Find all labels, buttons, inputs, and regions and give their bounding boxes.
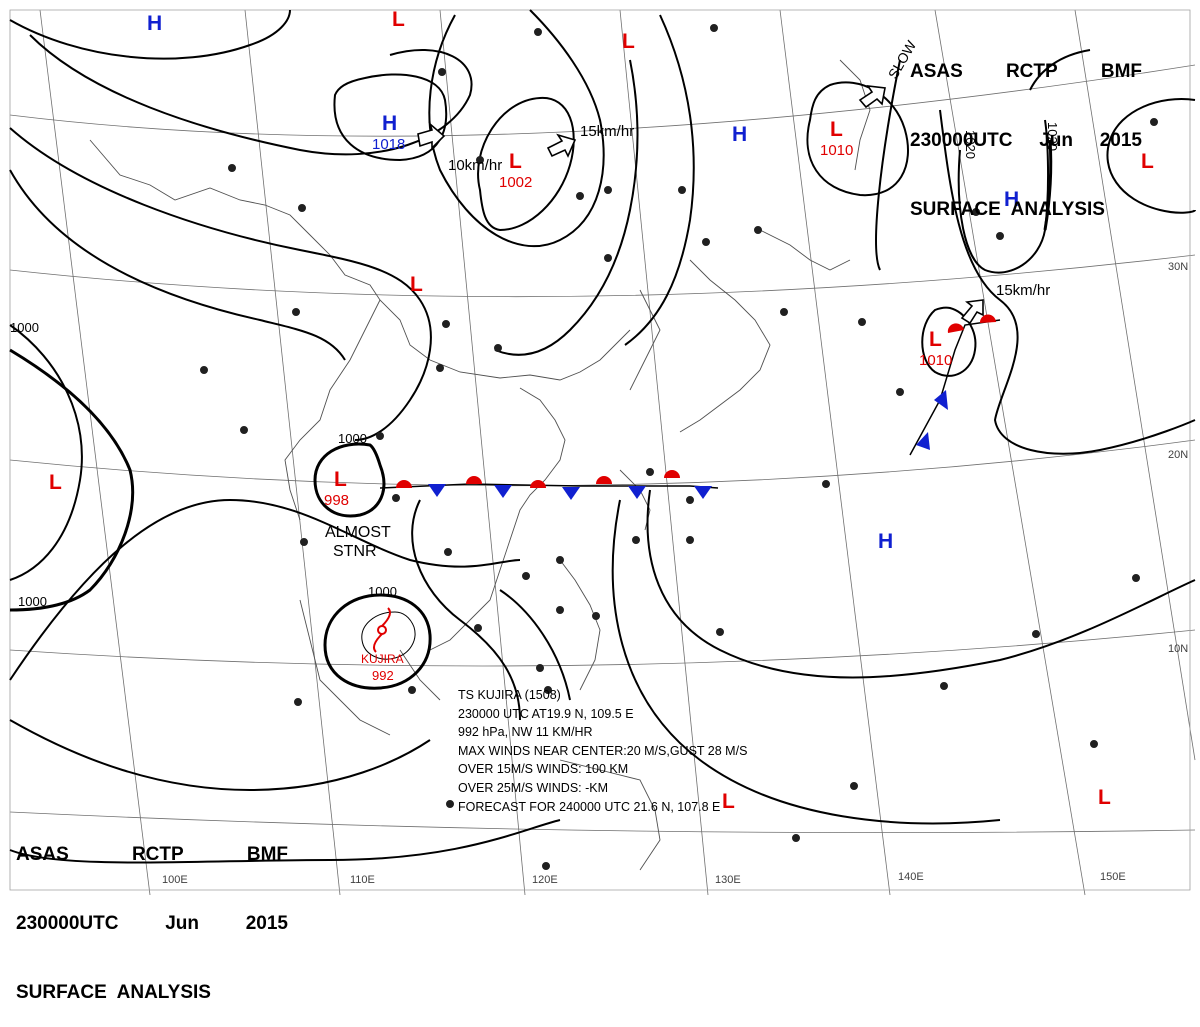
low-pressure-marker: L (334, 468, 347, 491)
tropical-storm-info: TS KUJIRA (1508) 230000 UTC AT19.9 N, 10… (458, 686, 747, 816)
header-line1-part: BMF (246, 844, 288, 865)
high-pressure-marker: H (732, 123, 747, 146)
isobar-value-labels: 1000 1000 1000 1000 1020 1020 (10, 122, 1060, 609)
ts-info-line: OVER 25M/S WINDS: -KM (458, 780, 609, 795)
longitude-label: 100E (162, 874, 188, 886)
warm-front-symbols (396, 314, 996, 488)
longitude-label: 150E (1100, 871, 1126, 883)
header-line2-part: 230000UTC (910, 130, 1013, 151)
low-pressure-marker: L (1098, 786, 1111, 809)
isobar-value-label: 1000 (18, 594, 47, 609)
motion-speed-label: 10km/hr (448, 157, 502, 174)
header-line3: SURFACE ANALYSIS (910, 199, 1105, 220)
header-line1-part: ASAS (910, 61, 963, 82)
longitude-labels: 100E 110E 120E 130E 140E 150E (162, 871, 1126, 886)
motion-speed-label: 15km/hr (580, 123, 634, 140)
typhoon-pressure: 992 (372, 668, 394, 683)
typhoon-symbol (373, 607, 391, 653)
chart-header-bottom-left: ASAS RCTP BMF 230000UTC Jun 2015 SURFACE… (16, 797, 288, 1027)
header-line3: SURFACE ANALYSIS (16, 982, 211, 1003)
almost-stationary-label: STNR (333, 543, 377, 560)
high-pressure-marker: H (147, 12, 162, 35)
almost-stationary-label: ALMOST (325, 524, 391, 541)
chart-header-top-right: ASAS RCTP BMF 230000UTC Jun 2015 SURFACE… (910, 14, 1142, 244)
ts-info-line: 992 hPa, NW 11 KM/HR (458, 725, 593, 740)
low-pressure-marker: L (929, 328, 942, 351)
ts-info-line: OVER 15M/S WINDS: 100 KM (458, 762, 629, 777)
center-pressure-value: 998 (324, 492, 349, 509)
header-line2-part: 2015 (1099, 130, 1142, 151)
center-pressure-value: 1002 (499, 174, 532, 191)
graticule (9, 9, 1196, 896)
high-pressure-marker: H (1004, 188, 1019, 211)
low-pressure-marker: L (392, 8, 405, 31)
station-plots (200, 24, 1158, 870)
low-pressure-marker: L (410, 273, 423, 296)
latitude-label: 20N (1168, 449, 1188, 461)
latitude-labels: 30N 20N 10N (1168, 261, 1188, 655)
isobar-value-label: 1000 (338, 431, 367, 446)
center-pressure-value: 1010 (919, 352, 952, 369)
header-line1-part: RCTP (131, 844, 184, 865)
ts-info-line: MAX WINDS NEAR CENTER:20 M/S,GUST 28 M/S (458, 743, 748, 758)
header-line2-part: 2015 (245, 913, 288, 934)
isobar-value-label: 1020 (1045, 122, 1060, 151)
low-pressure-marker: L (622, 30, 635, 53)
ts-info-line: TS KUJIRA (1508) (458, 688, 561, 702)
longitude-label: 130E (715, 874, 741, 886)
header-line2-part: 230000UTC (16, 913, 119, 934)
ts-info-line: FORECAST FOR 240000 UTC 21.6 N, 107.8 E (458, 799, 721, 814)
isobars (9, 9, 1196, 864)
low-pressure-marker: L (509, 150, 522, 173)
motion-speed-label: 15km/hr (996, 282, 1050, 299)
latitude-label: 30N (1168, 261, 1188, 273)
header-line1-part: RCTP (1005, 61, 1058, 82)
ts-info-line: 230000 UTC AT19.9 N, 109.5 E (458, 706, 634, 721)
motion-arrows (417, 85, 984, 325)
high-pressure-marker: H (878, 530, 893, 553)
low-pressure-marker: L (49, 471, 62, 494)
cold-front-symbols (428, 390, 948, 500)
high-pressure-marker: H (382, 112, 397, 135)
low-pressure-marker: L (722, 790, 735, 813)
low-pressure-marker: L (830, 118, 843, 141)
longitude-label: 110E (350, 874, 375, 886)
header-line2-part: Jun (165, 913, 199, 934)
typhoon-name: KUJIRA (361, 652, 404, 666)
longitude-label: 120E (532, 874, 558, 886)
isobar-value-label: 1000 (10, 320, 39, 335)
latitude-label: 10N (1168, 643, 1188, 655)
low-pressure-marker: L (1141, 150, 1154, 173)
isobar-value-label: 1020 (963, 130, 978, 159)
center-pressure-value: 1018 (372, 136, 405, 153)
header-line1-part: ASAS (16, 844, 69, 865)
header-line1-part: BMF (1100, 61, 1142, 82)
longitude-label: 140E (898, 871, 924, 883)
isobar-value-label: 1000 (368, 584, 397, 599)
header-line2-part: Jun (1039, 130, 1073, 151)
center-pressure-value: 1010 (820, 142, 853, 159)
